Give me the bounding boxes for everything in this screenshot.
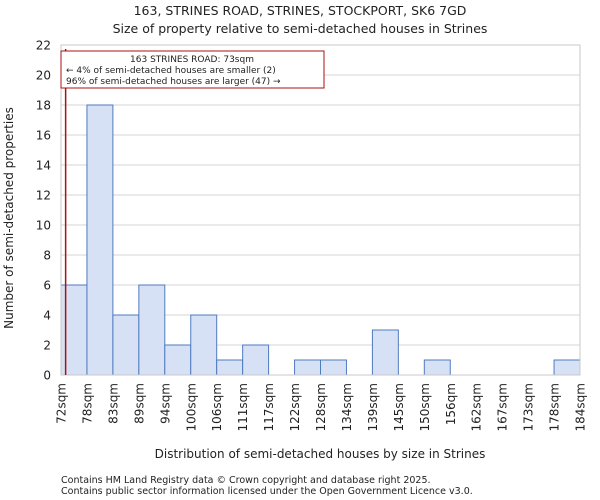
x-tick-label: 89sqm — [132, 383, 146, 424]
y-tick-label: 12 — [36, 189, 51, 203]
x-tick-label: 72sqm — [55, 383, 69, 424]
bar-83sqm — [112, 314, 140, 376]
x-tick-label: 162sqm — [470, 383, 484, 431]
x-tick-label: 134sqm — [340, 383, 354, 431]
y-tick-label: 20 — [36, 69, 51, 83]
x-tick-label: 122sqm — [288, 383, 302, 431]
x-tick-label: 83sqm — [106, 383, 120, 424]
bar-128sqm — [320, 359, 347, 376]
bar-178sqm — [553, 359, 581, 376]
y-tick-label: 18 — [36, 99, 51, 113]
x-tick-label: 139sqm — [366, 383, 380, 431]
y-tick-label: 14 — [36, 159, 51, 173]
annotation-box: 163 STRINES ROAD: 73sqm ← 4% of semi-det… — [60, 50, 325, 89]
bar-94sqm — [164, 344, 192, 376]
annotation-line2: ← 4% of semi-detached houses are smaller… — [66, 66, 276, 76]
x-tick-label: 78sqm — [80, 383, 94, 424]
bar-122sqm — [294, 359, 321, 376]
x-tick-label: 167sqm — [496, 383, 510, 431]
y-tick-label: 10 — [36, 219, 51, 233]
x-tick-label: 173sqm — [522, 383, 536, 431]
x-tick-label: 100sqm — [184, 383, 198, 431]
bar-78sqm — [86, 104, 114, 376]
bar-106sqm — [216, 359, 244, 376]
y-tick-label: 0 — [43, 369, 51, 383]
bars — [60, 104, 581, 376]
y-axis-label: Number of semi-detached properties — [2, 107, 16, 329]
x-tick-label: 128sqm — [314, 383, 328, 431]
annotation-line3: 96% of semi-detached houses are larger (… — [66, 77, 281, 87]
x-tick-label: 156qm — [444, 383, 458, 425]
x-tick-label: 106sqm — [210, 383, 224, 431]
y-tick-label: 2 — [43, 339, 51, 353]
footer-line2: Contains public sector information licen… — [61, 486, 473, 497]
x-tick-label: 184sqm — [574, 383, 588, 431]
plot-area-frame — [60, 44, 581, 376]
footer-line1: Contains HM Land Registry data © Crown c… — [61, 475, 431, 486]
y-tick-label: 8 — [43, 249, 51, 263]
x-tick-label: 94sqm — [158, 383, 172, 424]
x-axis-label: Distribution of semi-detached houses by … — [155, 447, 486, 461]
y-axis-ticks: 0 2 4 6 8 10 12 14 16 18 20 22 — [36, 39, 51, 383]
annotation-line1: 163 STRINES ROAD: 73sqm — [130, 55, 254, 65]
bar-89sqm — [138, 284, 166, 376]
x-tick-label: 178sqm — [548, 383, 562, 431]
chart-title-line2: Size of property relative to semi-detach… — [113, 21, 488, 36]
bar-100sqm — [190, 314, 218, 376]
y-tick-label: 4 — [43, 309, 51, 323]
x-tick-label: 145sqm — [392, 383, 406, 431]
bar-111sqm — [242, 344, 270, 376]
x-tick-label: 150sqm — [418, 383, 432, 431]
y-tick-label: 16 — [36, 129, 51, 143]
y-tick-label: 6 — [43, 279, 51, 293]
x-tick-label: 111sqm — [236, 383, 250, 431]
x-axis-ticks: 72sqm 78sqm 83sqm 89sqm 94sqm 100sqm 106sqm 111… — [55, 383, 588, 431]
bar-139sqm — [371, 329, 399, 376]
x-tick-label: 117sqm — [262, 383, 276, 431]
chart-title-line1: 163, STRINES ROAD, STRINES, STOCKPORT, S… — [134, 3, 467, 18]
bar-150sqm — [423, 359, 451, 376]
annotation-frame — [60, 50, 325, 89]
y-tick-label: 22 — [36, 39, 51, 53]
